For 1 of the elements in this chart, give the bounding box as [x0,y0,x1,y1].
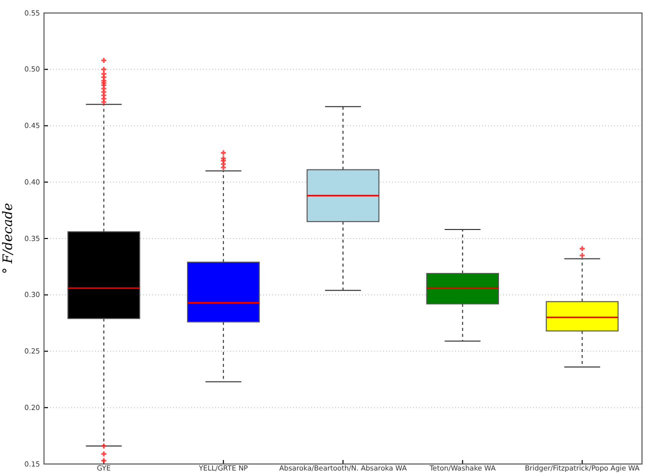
y-axis-title: ° F/decade [1,202,16,274]
